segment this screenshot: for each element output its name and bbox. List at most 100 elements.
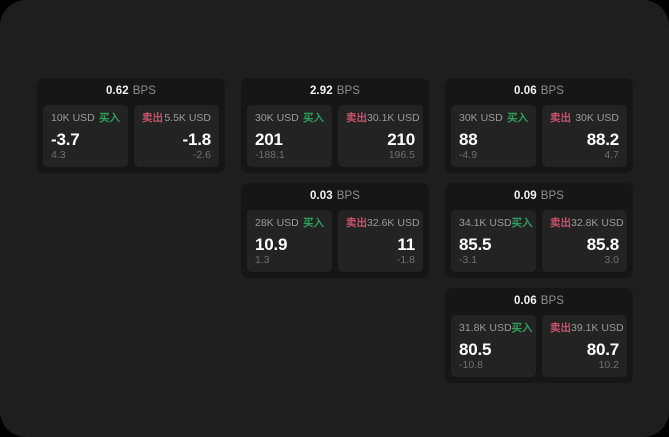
sell-price: 88.2 bbox=[586, 129, 619, 149]
card-header: 0.03 BPS bbox=[241, 183, 429, 210]
buy-action-label[interactable]: 买入 bbox=[507, 111, 528, 124]
buy-quantity: 31.8K USD bbox=[459, 321, 512, 334]
bps-value: 0.06 bbox=[513, 84, 537, 97]
card-body: 28K USD 买入 10.9 1.3 卖出 32.6K USD 11 -1.8 bbox=[247, 210, 423, 272]
sell-panel-header: 卖出 30.1K USD bbox=[346, 111, 420, 124]
card-body: 10K USD 买入 -3.7 4.3 卖出 5.5K USD -1.8 -2.6 bbox=[43, 105, 219, 167]
sell-quantity: 39.1K USD bbox=[571, 321, 624, 334]
buy-delta: -10.8 bbox=[459, 358, 483, 371]
sell-delta: 3.0 bbox=[604, 253, 619, 266]
sell-delta: 10.2 bbox=[598, 358, 619, 371]
card-header: 0.09 BPS bbox=[445, 183, 633, 210]
buy-action-label[interactable]: 买入 bbox=[303, 216, 324, 229]
spread-card[interactable]: 0.09 BPS 34.1K USD 买入 85.5 -3.1 卖出 32.8K USD 85.… bbox=[445, 183, 633, 278]
buy-price: 10.9 bbox=[255, 234, 288, 254]
buy-panel[interactable]: 28K USD 买入 10.9 1.3 bbox=[247, 210, 332, 272]
buy-delta: -4.9 bbox=[459, 148, 478, 161]
buy-panel[interactable]: 31.8K USD 买入 80.5 -10.8 bbox=[451, 315, 536, 377]
buy-price: -3.7 bbox=[51, 129, 80, 149]
buy-panel-header: 10K USD 买入 bbox=[51, 112, 120, 124]
sell-panel-header: 卖出 5.5K USD bbox=[142, 112, 211, 124]
spread-card[interactable]: 0.03 BPS 28K USD 买入 10.9 1.3 卖出 32.6K USD 11 -1.8 bbox=[241, 183, 429, 278]
buy-price: 80.5 bbox=[459, 339, 492, 359]
buy-panel[interactable]: 34.1K USD 买入 85.5 -3.1 bbox=[451, 210, 536, 272]
spread-card-board: 0.62 BPS 10K USD 买入 -3.7 4.3 卖出 5.5K USD -1.8 -2.… bbox=[37, 78, 634, 386]
bps-value: 2.92 bbox=[309, 84, 333, 97]
buy-panel-header: 34.1K USD 买入 bbox=[459, 216, 533, 229]
sell-panel-header: 卖出 30K USD bbox=[550, 112, 619, 124]
sell-action-label[interactable]: 卖出 bbox=[550, 111, 571, 124]
buy-quantity: 30K USD bbox=[459, 111, 503, 124]
sell-delta: 4.7 bbox=[604, 148, 619, 161]
buy-action-label[interactable]: 买入 bbox=[99, 111, 120, 124]
buy-delta: 1.3 bbox=[255, 253, 270, 266]
sell-delta: -2.6 bbox=[192, 148, 211, 161]
bps-unit-label: BPS bbox=[540, 84, 565, 97]
sell-price: 80.7 bbox=[586, 339, 619, 359]
buy-action-label[interactable]: 买入 bbox=[303, 111, 324, 124]
spread-card[interactable]: 0.06 BPS 31.8K USD 买入 80.5 -10.8 卖出 39.1K USD 80… bbox=[445, 288, 633, 383]
sell-quantity: 32.8K USD bbox=[571, 216, 624, 229]
bps-value: 0.62 bbox=[105, 84, 129, 97]
sell-panel[interactable]: 卖出 30K USD 88.2 4.7 bbox=[542, 105, 627, 167]
buy-delta: -3.1 bbox=[459, 253, 478, 266]
card-header: 2.92 BPS bbox=[241, 78, 429, 105]
sell-quantity: 32.6K USD bbox=[367, 216, 420, 229]
buy-quantity: 30K USD bbox=[255, 111, 299, 124]
sell-quantity: 30.1K USD bbox=[367, 111, 420, 124]
sell-action-label[interactable]: 卖出 bbox=[346, 111, 367, 124]
card-body: 31.8K USD 买入 80.5 -10.8 卖出 39.1K USD 80.7 10.2 bbox=[451, 315, 627, 377]
sell-panel[interactable]: 卖出 39.1K USD 80.7 10.2 bbox=[542, 315, 627, 377]
sell-panel[interactable]: 卖出 32.6K USD 11 -1.8 bbox=[338, 210, 423, 272]
sell-delta: 196.5 bbox=[388, 148, 415, 161]
buy-panel[interactable]: 30K USD 买入 201 -188.1 bbox=[247, 105, 332, 167]
sell-panel-header: 卖出 39.1K USD bbox=[550, 321, 624, 334]
buy-delta: 4.3 bbox=[51, 148, 66, 161]
bps-unit-label: BPS bbox=[336, 84, 361, 97]
sell-action-label[interactable]: 卖出 bbox=[346, 216, 367, 229]
buy-price: 201 bbox=[255, 129, 283, 149]
card-column-0: 0.62 BPS 10K USD 买入 -3.7 4.3 卖出 5.5K USD -1.8 -2.… bbox=[37, 78, 225, 183]
sell-action-label[interactable]: 卖出 bbox=[142, 111, 163, 124]
bps-value: 0.03 bbox=[309, 189, 333, 202]
card-header: 0.06 BPS bbox=[445, 78, 633, 105]
card-column-2: 0.06 BPS 30K USD 买入 88 -4.9 卖出 30K USD 88.2 4.7 0.… bbox=[445, 78, 633, 393]
sell-quantity: 5.5K USD bbox=[164, 111, 211, 124]
sell-delta: -1.8 bbox=[396, 253, 415, 266]
buy-panel-header: 28K USD 买入 bbox=[255, 217, 324, 229]
bps-unit-label: BPS bbox=[540, 294, 565, 307]
sell-action-label[interactable]: 卖出 bbox=[550, 216, 571, 229]
sell-price: 210 bbox=[387, 129, 415, 149]
sell-panel[interactable]: 卖出 32.8K USD 85.8 3.0 bbox=[542, 210, 627, 272]
buy-panel-header: 30K USD 买入 bbox=[255, 112, 324, 124]
sell-quantity: 30K USD bbox=[575, 111, 619, 124]
sell-price: 85.8 bbox=[586, 234, 619, 254]
buy-action-label[interactable]: 买入 bbox=[511, 216, 533, 229]
bps-value: 0.09 bbox=[513, 189, 537, 202]
buy-panel[interactable]: 30K USD 买入 88 -4.9 bbox=[451, 105, 536, 167]
spread-card[interactable]: 2.92 BPS 30K USD 买入 201 -188.1 卖出 30.1K USD 210 1… bbox=[241, 78, 429, 173]
sell-panel[interactable]: 卖出 5.5K USD -1.8 -2.6 bbox=[134, 105, 219, 167]
buy-action-label[interactable]: 买入 bbox=[511, 321, 533, 334]
card-body: 30K USD 买入 88 -4.9 卖出 30K USD 88.2 4.7 bbox=[451, 105, 627, 167]
buy-quantity: 28K USD bbox=[255, 216, 299, 229]
sell-panel-header: 卖出 32.6K USD bbox=[346, 216, 420, 229]
bps-unit-label: BPS bbox=[336, 189, 361, 202]
buy-quantity: 34.1K USD bbox=[459, 216, 512, 229]
buy-panel[interactable]: 10K USD 买入 -3.7 4.3 bbox=[43, 105, 128, 167]
buy-panel-header: 31.8K USD 买入 bbox=[459, 321, 533, 334]
sell-price: 11 bbox=[397, 234, 415, 254]
buy-quantity: 10K USD bbox=[51, 111, 95, 124]
sell-panel[interactable]: 卖出 30.1K USD 210 196.5 bbox=[338, 105, 423, 167]
sell-panel-header: 卖出 32.8K USD bbox=[550, 216, 624, 229]
buy-price: 88 bbox=[459, 129, 478, 149]
card-body: 30K USD 买入 201 -188.1 卖出 30.1K USD 210 196.5 bbox=[247, 105, 423, 167]
buy-delta: -188.1 bbox=[255, 148, 285, 161]
spread-card[interactable]: 0.06 BPS 30K USD 买入 88 -4.9 卖出 30K USD 88.2 4.7 bbox=[445, 78, 633, 173]
bps-unit-label: BPS bbox=[132, 84, 157, 97]
bps-value: 0.06 bbox=[513, 294, 537, 307]
spread-card[interactable]: 0.62 BPS 10K USD 买入 -3.7 4.3 卖出 5.5K USD -1.8 -2.… bbox=[37, 78, 225, 173]
card-header: 0.62 BPS bbox=[37, 78, 225, 105]
sell-action-label[interactable]: 卖出 bbox=[550, 321, 571, 334]
